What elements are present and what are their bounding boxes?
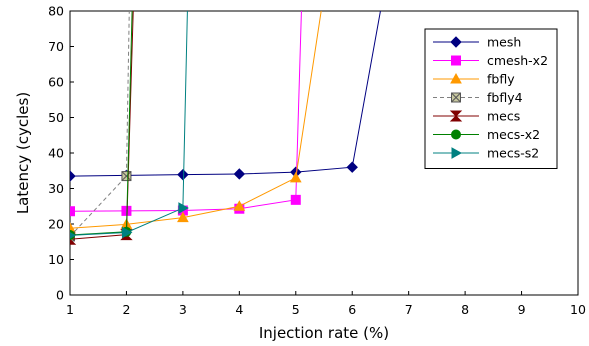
legend-marker [450, 36, 462, 48]
axes: 1 2 3 4 5 6 7 8 9 10 0 10 20 30 40 50 60 70 80 [48, 4, 586, 318]
series-line [70, 11, 188, 236]
legend-label: mecs-x2 [487, 127, 540, 142]
marker-cross [451, 92, 461, 103]
series-fbfly [70, 11, 322, 233]
legend: mesh cmesh-x2 fbfly fbfly4 mecs mecs-x2 mecs-s… [424, 28, 558, 169]
legend-item-fbfly: fbfly [433, 72, 515, 87]
legend-label: cmesh-x2 [487, 53, 548, 68]
data-point [70, 206, 75, 217]
x-tick-label: 4 [235, 302, 243, 317]
y-tick-label: 10 [48, 252, 64, 267]
series-line [70, 11, 133, 236]
legend-marker [451, 55, 461, 66]
series-line [70, 11, 134, 240]
data-point [177, 168, 189, 181]
legend-label: mecs [487, 109, 520, 124]
x-tick-label: 6 [348, 302, 356, 317]
x-tick-label: 5 [292, 302, 300, 317]
y-tick-label: 80 [48, 4, 64, 19]
x-tick-label: 7 [405, 302, 413, 317]
data-point [121, 226, 133, 239]
y-tick-label: 50 [48, 110, 64, 125]
data-point [233, 200, 246, 211]
data-point [346, 161, 358, 173]
series-mesh [70, 11, 381, 182]
y-tick-label: 20 [48, 217, 64, 232]
legend-label: mesh [487, 35, 521, 50]
x-axis-title: Injection rate (%) [259, 324, 389, 342]
y-tick-label: 0 [56, 288, 64, 303]
y-tick-label: 30 [48, 181, 64, 196]
series-mecs-s2 [70, 11, 189, 239]
legend-marker [451, 129, 461, 140]
x-tick-label: 9 [518, 302, 526, 317]
data-point [290, 194, 301, 205]
legend-item-mecs-x2: mecs-x2 [433, 127, 540, 142]
legend-label: fbfly [487, 72, 515, 87]
legend-label: mecs-s2 [487, 146, 539, 161]
data-point [177, 211, 189, 223]
legend-marker [450, 72, 462, 84]
x-tick-label: 3 [179, 302, 187, 317]
series-line [70, 11, 130, 237]
data-point [121, 171, 132, 182]
x-tick-label: 10 [570, 302, 586, 317]
plot-series [70, 11, 381, 245]
data-point [233, 168, 246, 180]
y-tick-label: 60 [48, 75, 64, 90]
legend-item-mesh: mesh [433, 35, 521, 50]
legend-marker [449, 110, 463, 122]
x-tick-label: 1 [66, 302, 74, 317]
legend-marker [451, 147, 463, 159]
x-tick-label: 8 [461, 302, 469, 317]
series-line [70, 11, 381, 177]
legend-item-fbfly4: fbfly4 [433, 90, 523, 105]
y-axis-title: Latency (cycles) [14, 92, 32, 214]
legend-item-mecs-s2: mecs-s2 [433, 146, 539, 161]
y-tick-label: 70 [48, 39, 64, 54]
data-point [178, 202, 189, 214]
legend-label: fbfly4 [487, 90, 523, 105]
y-tick-label: 40 [48, 146, 64, 161]
marker-cross [121, 171, 132, 181]
series-fbfly4 [70, 11, 132, 242]
x-tick-label: 2 [122, 302, 130, 317]
data-point [70, 232, 77, 239]
series-line [70, 11, 302, 212]
data-point [70, 170, 76, 182]
legend-box [424, 28, 558, 169]
data-point [289, 171, 302, 183]
legend-marker [451, 92, 461, 103]
data-point [70, 222, 76, 233]
legend-item-cmesh-x2: cmesh-x2 [433, 53, 548, 68]
series-line [70, 11, 322, 229]
legend-item-mecs: mecs [433, 109, 520, 124]
